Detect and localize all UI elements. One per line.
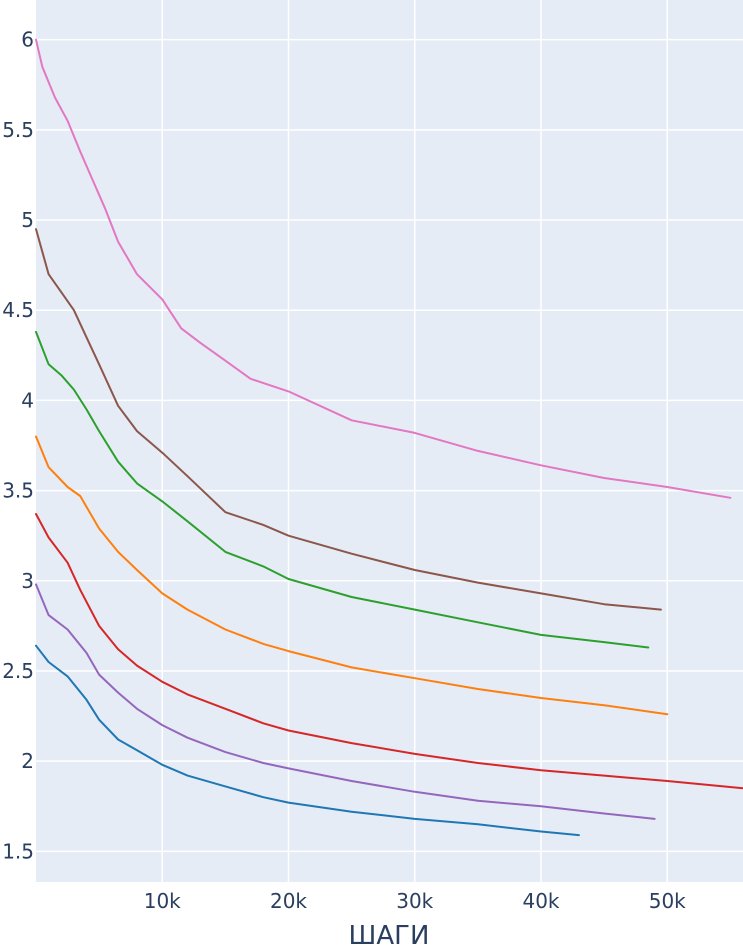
y-tick-label: 5.5	[2, 118, 34, 142]
y-tick-label: 1.5	[2, 839, 34, 863]
y-tick-label: 3	[21, 569, 34, 593]
series-line-3	[35, 513, 743, 790]
x-tick-label: 40k	[522, 889, 559, 913]
series-line-2	[35, 583, 656, 820]
plot-background	[36, 0, 743, 882]
y-tick-label: 4	[21, 388, 34, 412]
x-tick-label: 50k	[649, 889, 686, 913]
series-line-1	[35, 644, 580, 837]
y-tick-label: 3.5	[2, 479, 34, 503]
series-line-6	[35, 228, 662, 611]
x-tick-label: 20k	[270, 889, 307, 913]
x-axis-title: ШАГИ	[349, 921, 430, 950]
y-tick-label: 5	[21, 208, 34, 232]
x-tick-labels: 10k 20k 30k 40k 50k	[144, 889, 686, 913]
series-line-7	[35, 38, 732, 499]
y-gridlines	[36, 38, 743, 853]
y-tick-label: 2	[21, 749, 34, 773]
x-gridlines	[161, 0, 668, 882]
series-lines	[35, 38, 743, 837]
y-tick-label: 6	[21, 28, 34, 52]
y-tick-labels: 1.5 2 2.5 3 3.5 4 4.5 5 5.5 6	[2, 28, 34, 864]
x-tick-label: 30k	[396, 889, 433, 913]
y-tick-label: 2.5	[2, 659, 34, 683]
series-line-4	[35, 435, 669, 716]
x-tick-label: 10k	[144, 889, 181, 913]
series-line-5	[35, 330, 650, 649]
y-tick-label: 4.5	[2, 298, 34, 322]
